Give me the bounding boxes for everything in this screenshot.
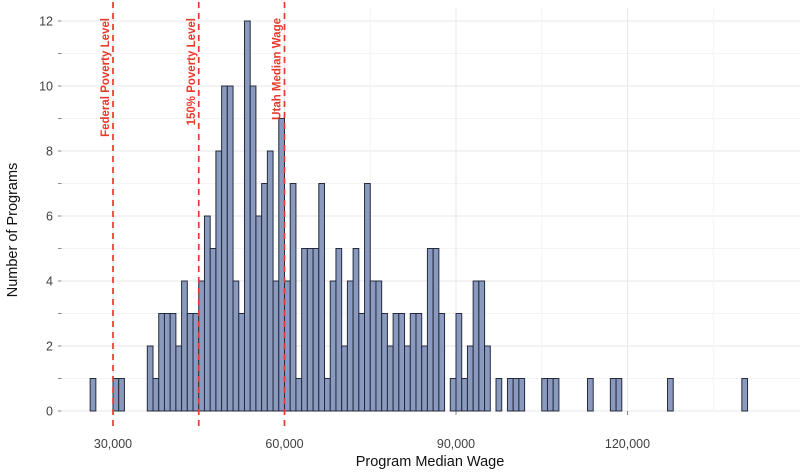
histogram-bar: [221, 85, 228, 412]
histogram-bar: [89, 378, 97, 412]
histogram-bar: [512, 378, 520, 412]
y-tick-label: 10: [39, 80, 53, 94]
histogram-bar: [226, 85, 234, 412]
histogram-bar: [146, 345, 154, 412]
histogram-bar: [404, 345, 411, 412]
histogram-bar: [249, 85, 257, 412]
histogram-bar: [329, 280, 337, 412]
histogram-bar: [546, 378, 554, 412]
histogram-bar: [409, 313, 417, 412]
histogram-bar: [341, 345, 348, 412]
y-tick-label: 0: [46, 405, 53, 419]
histogram-bar: [266, 150, 274, 412]
histogram-bar: [495, 378, 503, 412]
histogram-bar: [381, 313, 388, 412]
histogram-bar: [181, 280, 188, 412]
histogram-bar: [112, 378, 120, 412]
histogram-bar: [232, 280, 240, 412]
y-axis-title: Number of Programs: [5, 163, 21, 298]
histogram-bar: [301, 248, 308, 412]
histogram-bar: [186, 313, 194, 412]
x-tick-label: 120,000: [605, 437, 650, 451]
histogram-bar: [289, 183, 297, 412]
histogram-bar: [158, 313, 165, 412]
histogram-bar: [552, 378, 560, 412]
histogram-bar: [261, 183, 268, 412]
x-tick-label: 60,000: [265, 437, 303, 451]
histogram-bar: [541, 378, 548, 412]
histogram-bar: [215, 150, 223, 412]
histogram-bar: [358, 313, 366, 412]
histogram-bar: [432, 248, 440, 412]
histogram-bar: [284, 280, 291, 412]
histogram-bar: [398, 313, 406, 412]
histogram-bar: [295, 378, 303, 412]
y-tick-label: 8: [46, 145, 53, 159]
y-tick-label: 4: [46, 275, 53, 289]
histogram-bar: [255, 215, 263, 412]
histogram-bar: [352, 248, 360, 412]
histogram-bar: [175, 345, 183, 412]
histogram-bar: [386, 345, 394, 412]
histogram-bar: [375, 280, 383, 412]
histogram-bar: [586, 378, 594, 412]
histogram-bar: [324, 378, 331, 412]
histogram-bar: [461, 378, 468, 412]
histogram-bar: [455, 313, 463, 412]
x-axis-title: Program Median Wage: [356, 454, 505, 470]
histogram-bar: [472, 280, 480, 412]
histogram-bar: [198, 280, 205, 412]
histogram-bar: [238, 313, 245, 412]
histogram-bar: [609, 378, 617, 412]
histogram-bar: [392, 313, 400, 412]
histogram-bar: [346, 280, 354, 412]
histogram-bar: [484, 345, 491, 412]
x-tick-label: 30,000: [94, 437, 132, 451]
histogram-bar: [478, 280, 486, 412]
histogram-bar: [152, 378, 160, 412]
histogram-bar: [318, 183, 326, 412]
histogram-bar: [306, 248, 314, 412]
vline-label-federal-poverty-level: Federal Poverty Level: [100, 18, 112, 137]
histogram-bar: [426, 248, 434, 412]
histogram-bar: [506, 378, 514, 412]
histogram-bar: [449, 378, 457, 412]
y-tick-label: 2: [46, 340, 53, 354]
histogram-bar: [278, 118, 286, 412]
histogram-bar: [369, 280, 377, 412]
histogram-bar: [169, 313, 177, 412]
histogram-bar: [243, 20, 251, 412]
vline-label-150-poverty-level: 150% Poverty Level: [186, 18, 198, 125]
histogram-bar: [163, 313, 171, 412]
histogram-bar: [741, 378, 749, 412]
histogram-bar: [272, 280, 280, 412]
histogram-bar: [421, 345, 428, 412]
histogram-bar: [438, 313, 446, 412]
histogram-bar: [518, 378, 526, 412]
histogram-bar: [667, 378, 674, 412]
x-tick-label: 90,000: [437, 437, 475, 451]
histogram-bar: [415, 313, 423, 412]
y-tick-label: 12: [39, 15, 53, 29]
histogram-bar: [335, 248, 343, 412]
histogram-bar: [118, 378, 125, 412]
histogram-bar: [192, 313, 200, 412]
histogram-bar: [203, 215, 211, 412]
histogram-bar: [615, 378, 623, 412]
vline-label-utah-median-wage: Utah Median Wage: [272, 18, 284, 120]
histogram-bar: [312, 248, 320, 412]
histogram-bar: [466, 345, 474, 412]
histogram-bar: [209, 248, 217, 412]
y-tick-label: 6: [46, 210, 53, 224]
histogram-bar: [364, 183, 371, 412]
